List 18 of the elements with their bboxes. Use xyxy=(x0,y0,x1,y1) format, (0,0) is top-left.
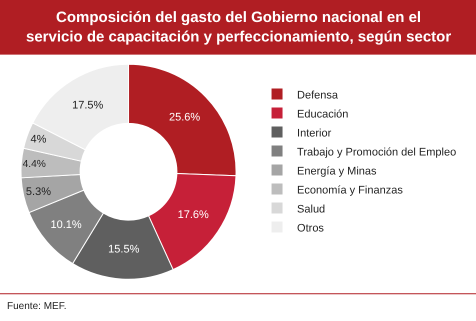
legend-label: Salud xyxy=(297,203,326,216)
data-label: 17.6% xyxy=(178,209,209,222)
data-label: 25.6% xyxy=(168,112,200,124)
data-label: 15.5% xyxy=(108,244,140,256)
legend-label: Trabajo y Promoción del Empleo xyxy=(297,146,456,158)
legend-label: Economía y Finanzas xyxy=(297,184,404,196)
data-label: 10.1% xyxy=(50,218,82,231)
data-label: 17.5% xyxy=(72,99,104,112)
chart-title: Composición del gasto del Gobierno nacional en el servicio de capacitación y perfeccionamiento, según sector xyxy=(26,9,452,46)
legend-label: Interior xyxy=(297,127,332,140)
data-label: 4% xyxy=(30,133,47,146)
legend-label: Defensa xyxy=(297,89,339,102)
source-note: Fuente: MEF. xyxy=(7,301,66,312)
legend-label: Otros xyxy=(297,222,324,234)
legend-label: Educación xyxy=(297,108,348,120)
legend-label: Energía y Minas xyxy=(297,165,378,178)
data-label: 5.3% xyxy=(26,186,52,198)
data-label: 4.4% xyxy=(22,158,46,170)
